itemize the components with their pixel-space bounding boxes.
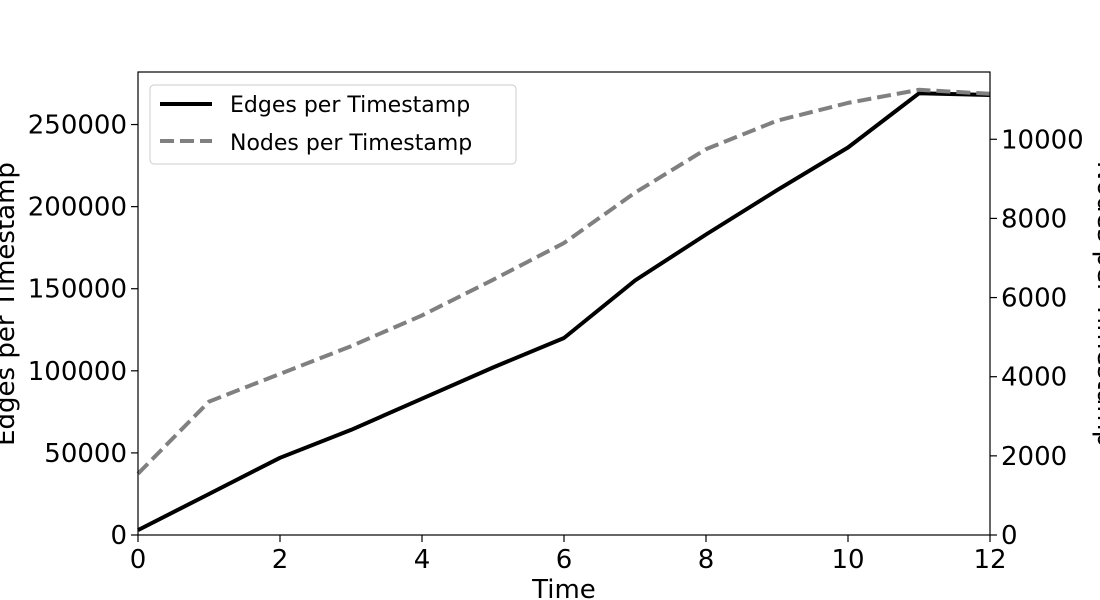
right-y-tick-label: 6000 xyxy=(1001,284,1067,314)
series-line-nodes-per-timestamp xyxy=(136,87,991,476)
left-y-tick-label: 50000 xyxy=(44,439,127,469)
x-tick-label: 10 xyxy=(831,545,864,575)
x-axis-label: Time xyxy=(531,575,596,600)
legend-label-edges: Edges per Timestamp xyxy=(230,93,470,118)
left-y-tick-label: 200000 xyxy=(28,193,127,223)
right-y-tick-label: 4000 xyxy=(1001,363,1067,393)
x-tick-label: 4 xyxy=(414,545,431,575)
axes: 0 2 4 6 8 10 120500001000001500002000002500000… xyxy=(28,71,1084,575)
x-tick-label: 8 xyxy=(698,545,715,575)
legend-box xyxy=(149,84,517,165)
right-y-axis-label: Nodes per Timestamp xyxy=(1091,161,1100,447)
x-tick-label: 6 xyxy=(556,545,573,575)
legend-label-nodes: Nodes per Timestamp xyxy=(230,131,472,156)
left-y-tick-label: 100000 xyxy=(28,357,127,387)
right-y-tick-label: 8000 xyxy=(1001,204,1067,234)
series-line-edges-per-timestamp xyxy=(137,91,991,532)
legend: Edges per Timestamp Nodes per Timestamp xyxy=(149,84,517,165)
left-y-axis-label: Edges per Timestamp xyxy=(0,162,21,446)
x-tick-label: 0 xyxy=(130,545,147,575)
plot-area xyxy=(136,87,991,532)
left-y-tick-label: 150000 xyxy=(28,275,127,305)
right-y-tick-label: 10000 xyxy=(1001,125,1084,155)
x-tick-label: 2 xyxy=(272,545,289,575)
x-tick-label: 12 xyxy=(973,545,1006,575)
right-y-tick-label: 0 xyxy=(1001,521,1018,551)
right-y-tick-label: 2000 xyxy=(1001,442,1067,472)
left-y-tick-label: 250000 xyxy=(28,111,127,141)
left-y-tick-label: 0 xyxy=(110,521,127,551)
